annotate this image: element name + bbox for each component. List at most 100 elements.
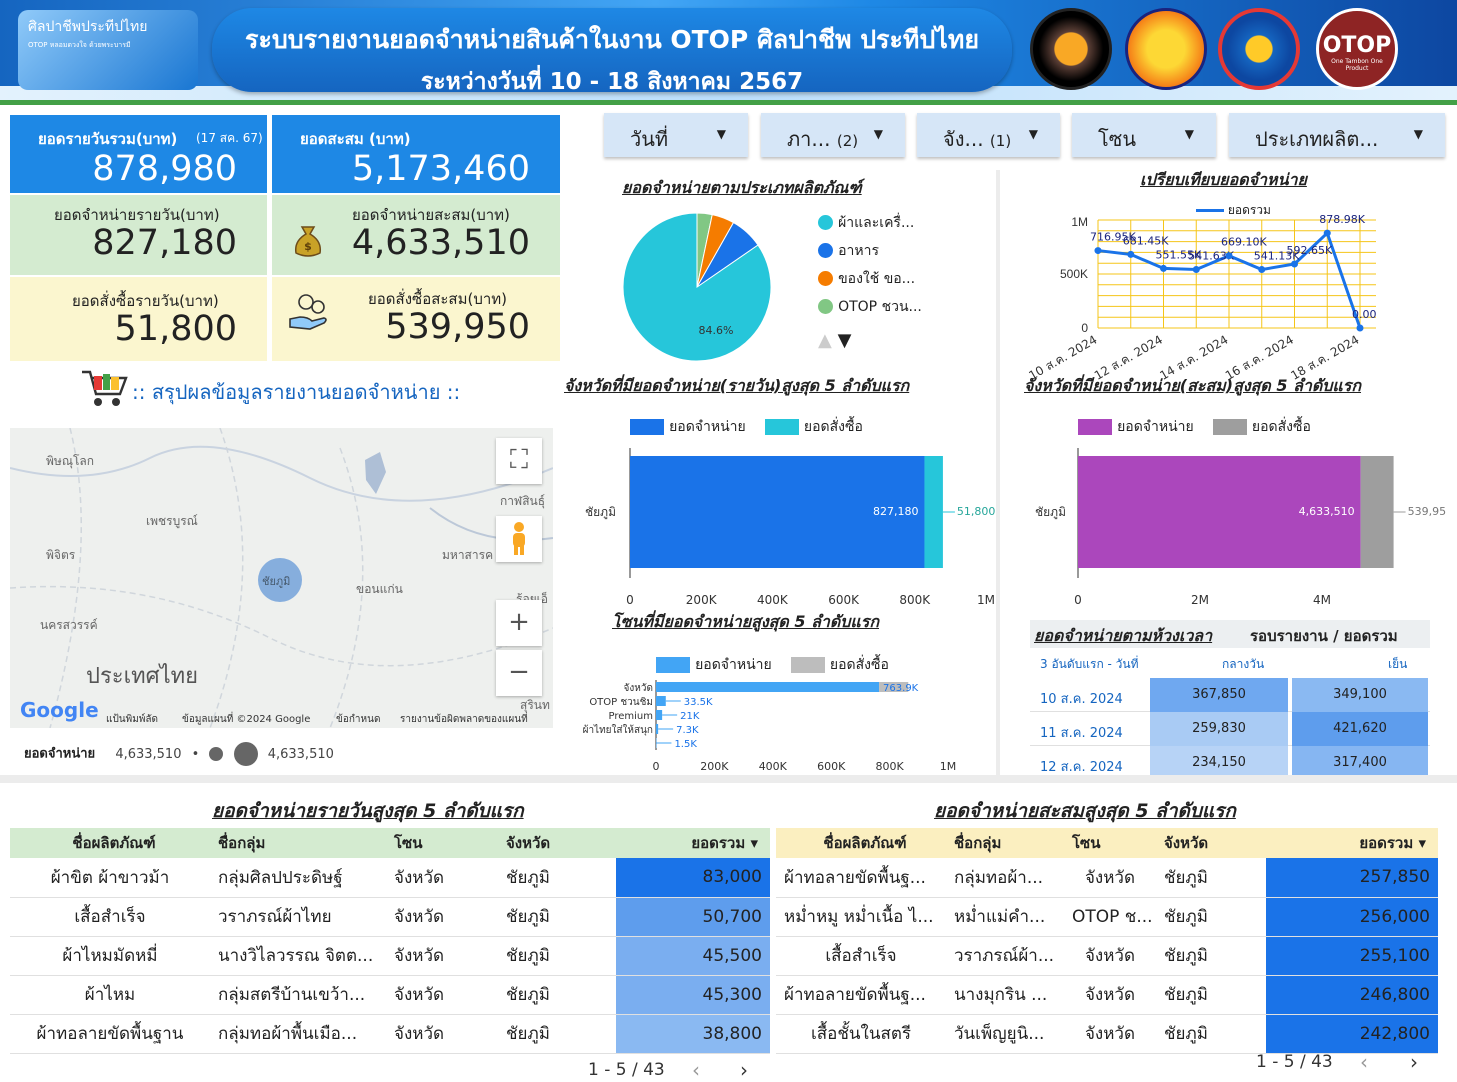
filter-product-type[interactable]: ประเภทผลิต... ▼ bbox=[1229, 113, 1445, 157]
pie-legend-item[interactable]: OTOP ชวน... bbox=[818, 296, 922, 324]
legend-swatch bbox=[818, 271, 833, 286]
heat-cell: 83,000 bbox=[616, 858, 770, 897]
legend-swatch bbox=[656, 657, 690, 673]
table-row[interactable]: เสื้อชั้นในสตรีวันเพ็ญยูนิ...จังหวัดชัยภ… bbox=[776, 1014, 1438, 1053]
sort-column-header[interactable]: ยอดรวม ▾ bbox=[1266, 828, 1438, 858]
column-header[interactable]: ชื่อผลิตภัณฑ์ bbox=[776, 828, 946, 858]
legend-swatch bbox=[1213, 419, 1247, 435]
table-row[interactable]: ผ้าทอลายขัดพื้นฐานกลุ่มทอผ้าพื้นเมือ...จ… bbox=[10, 1014, 770, 1053]
zoom-out-button[interactable]: − bbox=[496, 650, 542, 696]
map-shortcuts-link[interactable]: แป้นพิมพ์ลัด bbox=[106, 712, 158, 727]
map-label: นครสวรรค์ bbox=[40, 616, 98, 635]
heat-cell: 255,100 bbox=[1266, 936, 1438, 975]
pie-legend-item[interactable]: ผ้าและเครื่... bbox=[818, 212, 922, 240]
caret-down-icon: ▼ bbox=[1029, 127, 1038, 141]
prev-page-icon[interactable]: ‹ bbox=[1360, 1050, 1368, 1074]
legend-small-circle-icon bbox=[209, 747, 223, 761]
heat-cell: 45,500 bbox=[616, 936, 770, 975]
map-bubble-chaiyaphum[interactable]: ชัยภูมิ bbox=[258, 558, 302, 602]
column-header[interactable]: จังหวัด bbox=[498, 828, 616, 858]
table-row[interactable]: ผ้าไหมกลุ่มสตรีบ้านเขว้า...จังหวัดชัยภูม… bbox=[10, 975, 770, 1014]
logo-subtitle: OTOP หลอมดวงใจ ด้วยพระบารมี bbox=[28, 40, 188, 51]
filter-province[interactable]: จัง... (1) ▼ bbox=[917, 113, 1060, 157]
data-point bbox=[1095, 247, 1102, 254]
ministry-seal-icon bbox=[1125, 8, 1207, 90]
column-header[interactable]: จังหวัด bbox=[1156, 828, 1266, 858]
filter-count: (2) bbox=[837, 132, 858, 150]
legend-swatch bbox=[818, 215, 833, 230]
pie-legend-item[interactable]: ของใช้ ขอ... bbox=[818, 268, 922, 296]
street-view-pegman-icon[interactable] bbox=[496, 516, 542, 562]
legend-prev-icon[interactable]: ▲ bbox=[818, 330, 832, 351]
x-tick: 600K bbox=[817, 760, 846, 773]
legend-swatch bbox=[1078, 419, 1112, 435]
legend-next-icon[interactable]: ▼ bbox=[838, 330, 852, 351]
province-map[interactable]: พิษณุโลก เพชรบูรณ์ พิจิตร ขอนแก่น มหาสาร… bbox=[10, 428, 553, 728]
x-tick: 2M bbox=[1191, 593, 1209, 607]
table-row[interactable]: ผ้าไหมมัดหมี่นางวิไลวรรณ จิตต...จังหวัดช… bbox=[10, 936, 770, 975]
caret-down-icon: ▼ bbox=[717, 127, 726, 141]
kpi-value: 51,800 bbox=[115, 309, 237, 349]
table-row[interactable]: 11 ส.ค. 2024 259,830 421,620 bbox=[1030, 712, 1430, 746]
x-tick: 18 ส.ค. 2024 bbox=[1288, 332, 1361, 380]
column-header[interactable]: ชื่อกลุ่ม bbox=[210, 828, 386, 858]
data-point bbox=[1291, 260, 1298, 267]
y-tick: 0 bbox=[1081, 321, 1088, 335]
map-legend-max: 4,633,510 bbox=[268, 747, 334, 762]
bar-category-label: ผ้าไทยใส่ให้สนุก bbox=[583, 724, 653, 736]
table-row[interactable]: หม่ำหมู หม่ำเนื้อ ไ...หม่ำแม่คำ...OTOP ช… bbox=[776, 897, 1438, 936]
map-label: มหาสารค bbox=[442, 546, 493, 565]
column-header[interactable]: โซน bbox=[1064, 828, 1156, 858]
map-report-link[interactable]: รายงานข้อผิดพลาดของแผนที่ bbox=[400, 712, 528, 727]
sales-line-chart[interactable]: 1M 500K 0 716.95K681.45K551.55K541.63K66… bbox=[1010, 210, 1440, 380]
x-tick: 16 ส.ค. 2024 bbox=[1223, 332, 1296, 380]
line-chart-title: เปรียบเทียบยอดจำหน่าย bbox=[1140, 168, 1307, 193]
product-type-pie-chart[interactable]: 84.6% bbox=[612, 202, 782, 372]
map-country-label: ประเทศไทย bbox=[86, 658, 198, 693]
next-page-icon[interactable]: › bbox=[740, 1058, 748, 1082]
royal-seal-icon bbox=[1030, 8, 1112, 90]
table-row[interactable]: เสื้อสำเร็จวราภรณ์ผ้า...จังหวัดชัยภูมิ25… bbox=[776, 936, 1438, 975]
daily-bar-legend: ยอดจำหน่าย ยอดสั่งซื้อ bbox=[630, 416, 863, 438]
table-row[interactable]: ผ้าทอลายขัดพื้นฐ...นางมุกริน ...จังหวัดช… bbox=[776, 975, 1438, 1014]
table-row[interactable]: ผ้าทอลายขัดพื้นฐ...กลุ่มทอผ้า...จังหวัดช… bbox=[776, 858, 1438, 897]
time-table-title: ยอดจำหน่ายตามห้วงเวลา รอบรายงาน / ยอดรวม bbox=[1030, 620, 1430, 648]
legend-swatch bbox=[630, 419, 664, 435]
time-table-body: 10 ส.ค. 2024 367,850 349,100 11 ส.ค. 202… bbox=[1030, 678, 1430, 780]
fullscreen-button[interactable]: ⛶ bbox=[496, 438, 542, 484]
shopping-cart-icon bbox=[80, 368, 128, 410]
legend-dot-icon: • bbox=[192, 747, 200, 762]
column-header[interactable]: ชื่อผลิตภัณฑ์ bbox=[10, 828, 210, 858]
cum-bar-title: จังหวัดที่มียอดจำหน่าย(สะสม)สูงสุด 5 ลำด… bbox=[1024, 374, 1361, 399]
prev-page-icon[interactable]: ‹ bbox=[692, 1058, 700, 1082]
pagination-label: 1 - 5 / 43 bbox=[1256, 1052, 1333, 1072]
x-tick: 0 bbox=[653, 760, 660, 773]
filter-zone[interactable]: โซน ▼ bbox=[1072, 113, 1216, 157]
map-label: พิจิตร bbox=[46, 546, 75, 565]
pie-legend: ผ้าและเครื่... อาหาร ของใช้ ขอ... OTOP ช… bbox=[818, 212, 922, 351]
column-header[interactable]: ชื่อกลุ่ม bbox=[946, 828, 1064, 858]
pie-legend-item[interactable]: อาหาร bbox=[818, 240, 922, 268]
filter-count: (1) bbox=[990, 132, 1011, 150]
data-point bbox=[1258, 266, 1265, 273]
sort-column-header[interactable]: ยอดรวม ▾ bbox=[616, 828, 770, 858]
filter-date[interactable]: วันที่ ▼ bbox=[604, 113, 748, 157]
table-row[interactable]: เสื้อสำเร็จวราภรณ์ผ้าไทยจังหวัดชัยภูมิ50… bbox=[10, 897, 770, 936]
next-page-icon[interactable]: › bbox=[1410, 1050, 1418, 1074]
table-row[interactable]: ผ้าขิต ผ้าขาวม้ากลุ่มศิลปประดิษฐ์จังหวัด… bbox=[10, 858, 770, 897]
data-label: 681.45K bbox=[1123, 234, 1169, 247]
zoom-in-button[interactable]: + bbox=[496, 600, 542, 646]
kpi-value: 5,173,460 bbox=[352, 149, 530, 189]
filter-region[interactable]: ภา... (2) ▼ bbox=[761, 113, 905, 157]
kpi-label: ยอดรายวันรวม(บาท) bbox=[38, 127, 177, 151]
table-row[interactable]: 10 ส.ค. 2024 367,850 349,100 bbox=[1030, 678, 1430, 712]
title-line-2: ระหว่างวันที่ 10 - 18 สิงหาคม 2567 bbox=[212, 64, 1012, 100]
map-label: กาฬสินธุ์ bbox=[500, 492, 545, 511]
summary-heading: :: สรุปผลข้อมูลรายงานยอดจำหน่าย :: bbox=[80, 368, 560, 408]
x-tick: 800K bbox=[875, 760, 904, 773]
column-header[interactable]: โซน bbox=[386, 828, 498, 858]
map-terms-link[interactable]: ข้อกำหนด bbox=[336, 712, 380, 727]
